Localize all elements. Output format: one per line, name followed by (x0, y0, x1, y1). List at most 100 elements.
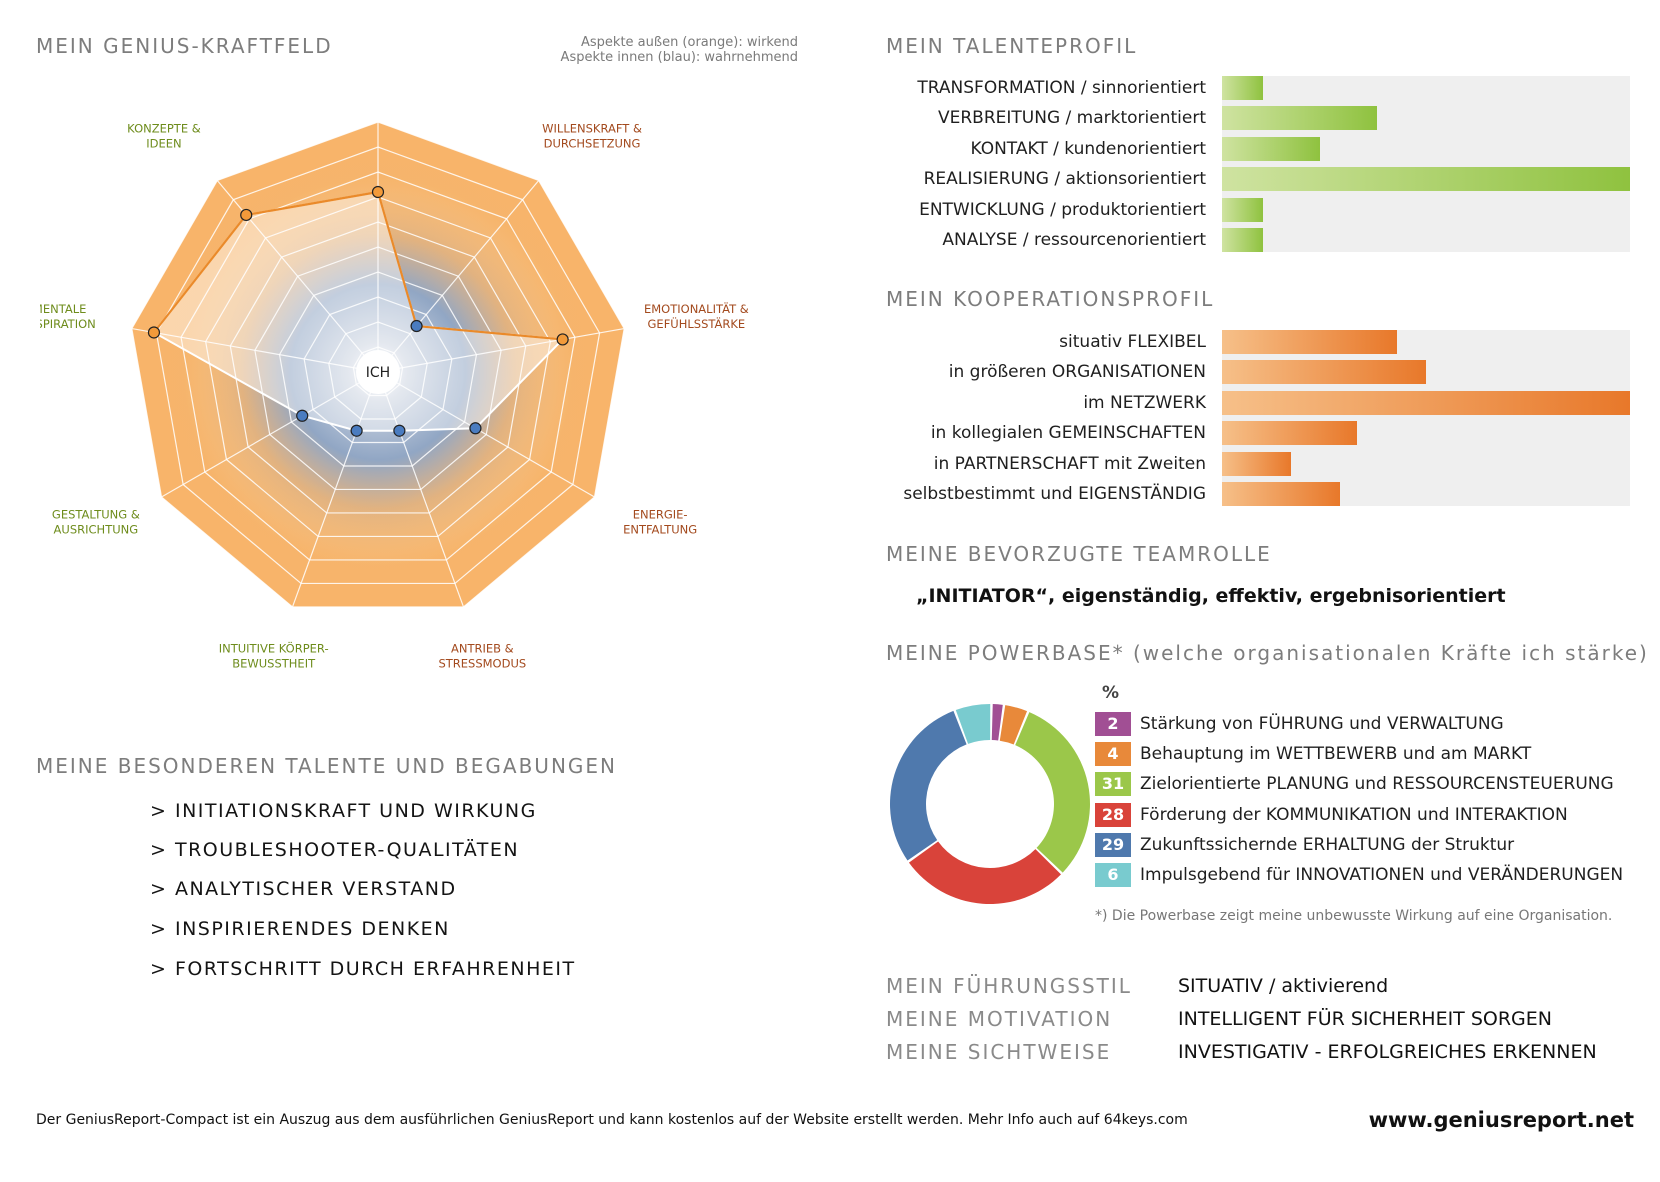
radar-spoke (377, 180, 540, 373)
donut-slice (1015, 712, 1090, 873)
radar-series-line (416, 324, 563, 341)
radar-point-blue (469, 422, 482, 435)
radar-point-blue (393, 424, 406, 437)
talentprofil-label: KONTAKT / kundenorientiert (970, 138, 1206, 159)
kooperation-bar (1222, 451, 1292, 476)
radar-point-blue (350, 424, 363, 437)
kooperation-bar (1222, 360, 1426, 385)
radar-point-blue (410, 319, 423, 333)
donut-slice (955, 704, 991, 744)
kooperation-row: in PARTNERSCHAFT mit Zweiten (870, 451, 1640, 476)
radar-center: ICH (356, 350, 400, 394)
talent-item: > TROUBLESHOOTER-QUALITÄTEN (150, 839, 520, 861)
donut-slice (999, 705, 1028, 745)
motivation-value: INTELLIGENT FÜR SICHERHEIT SORGEN (1178, 1008, 1552, 1030)
kooperation-bar (1222, 330, 1398, 354)
kooperation-label: in PARTNERSCHAFT mit Zweiten (933, 453, 1206, 474)
talentprofil-bar (1222, 136, 1320, 161)
radar-axis-label: AUSDRUCK /HANDLUNG (342, 78, 414, 79)
talentprofil-label: ANALYSE / ressourcenorientiert (942, 230, 1206, 250)
radar-chart: AUSDRUCK /HANDLUNG WILLENSKRAFT &DURCHSET… (40, 78, 749, 671)
motivation-label: MEINE MOTIVATION (886, 1007, 1113, 1031)
powerbase-legend-label: Zukunftssichernde ERHALTUNG der Struktur (1140, 834, 1515, 855)
kooperation-row: selbstbestimmt und EIGENSTÄNDIG (870, 482, 1640, 506)
kooperation-bar (1222, 482, 1341, 506)
powerbase-legend-value: 29 (1095, 832, 1131, 857)
powerbase-legend-value: 6 (1095, 863, 1131, 887)
kooperation-title: MEIN KOOPERATIONSPROFIL (886, 287, 1215, 311)
powerbase-donut-chart (890, 704, 1090, 904)
kooperation-label: in größeren ORGANISATIONEN (948, 362, 1206, 383)
radar-grid (131, 121, 625, 608)
radar-axis-label: EMOTIONALITÄT & GEFÜHLSSTÄRKE (644, 301, 749, 331)
teamrolle-title: MEINE BEVORZUGTE TEAMROLLE (886, 542, 1272, 566)
radar-grid-ring (303, 296, 453, 444)
radar-center-label: ICH (366, 365, 390, 381)
talentprofil-bar (1222, 197, 1263, 222)
powerbase-legend-label: Förderung der KOMMUNIKATION und INTERAKT… (1140, 804, 1568, 825)
powerbase-legend-value: 2 (1095, 712, 1131, 736)
talentprofil-label: ENTWICKLUNG / produktorientiert (919, 199, 1206, 220)
powerbase-legend-label: Behauptung im WETTBEWERB und am MARKT (1140, 744, 1532, 765)
radar-axis-label: MENTALEINSPIRATION (40, 302, 96, 331)
powerbase-legend-label: Impulsgebend für INNOVATIONEN und VERÄND… (1140, 865, 1624, 885)
radar-point-orange (371, 185, 385, 199)
note-outer-aspects: Aspekte außen (orange): wirkend (581, 35, 798, 50)
radar-series-line (246, 190, 379, 217)
kraftfeld-title: MEIN GENIUS-KRAFTFELD (36, 34, 333, 58)
sichtweise-label: MEINE SICHTWEISE (886, 1040, 1112, 1064)
talentprofil-row: TRANSFORMATION / sinnorientiert (870, 76, 1640, 100)
talentprofil-row: REALISIERUNG / aktionsorientiert (870, 167, 1640, 192)
donut-slice (890, 710, 967, 861)
kooperation-row: in kollegialen GEMEINSCHAFTEN (870, 421, 1640, 446)
radar-axis-label: KONZEPTE & IDEEN (127, 121, 201, 150)
kooperation-label: im NETZWERK (1083, 392, 1206, 413)
radar-axis-label: WILLENSKRAFT & DURCHSETZUNG (542, 121, 642, 150)
radar-grid-ring (205, 196, 551, 538)
kooperation-label: in kollegialen GEMEINSCHAFTEN (930, 423, 1206, 444)
footer-disclaimer: Der GeniusReport-Compact ist ein Auszug … (36, 1112, 1188, 1128)
talent-item: > FORTSCHRITT DURCH ERFAHRENHEIT (150, 958, 576, 980)
kraftfeld-note: Aspekte außen (orange): wirkend Aspekte … (500, 35, 798, 67)
powerbase-legend-value: 4 (1095, 742, 1131, 767)
radar-series-line (376, 191, 418, 327)
footer-website-link[interactable]: www.geniusreport.net (1368, 1108, 1634, 1132)
fuehrungsstil-label: MEIN FÜHRUNGSSTIL (886, 974, 1132, 998)
talentprofil-row: ANALYSE / ressourcenorientiert (870, 228, 1640, 252)
radar-grid-ring (328, 321, 428, 420)
kooperation-label: situativ FLEXIBEL (1059, 332, 1206, 352)
radar-point-orange (556, 333, 569, 346)
radar-grid-ring (155, 146, 601, 585)
radar-point-orange (240, 208, 253, 222)
radar-spoke (291, 371, 379, 608)
radar-axis-label: ANTRIEB & STRESSMODUS (438, 642, 526, 671)
talentprofil-label: REALISIERUNG / aktionsorientiert (923, 169, 1206, 190)
talentprofil-row: KONTAKT / kundenorientiert (870, 136, 1640, 161)
talentprofil-label: TRANSFORMATION / sinnorientiert (917, 78, 1206, 98)
kooperation-label: selbstbestimmt und EIGENSTÄNDIG (903, 484, 1206, 504)
donut-slice (908, 841, 1061, 904)
talentprofil-bar (1222, 76, 1263, 100)
radar-spoke (131, 327, 379, 373)
powerbase-legend-label: Stärkung von FÜHRUNG und VERWALTUNG (1140, 714, 1504, 734)
fuehrungsstil-value: SITUATIV / aktivierend (1178, 975, 1389, 997)
radar-grid-ring (229, 221, 527, 514)
kooperation-row: im NETZWERK (870, 390, 1640, 415)
radar-grid-ring (278, 271, 478, 467)
talent-item: > INSPIRIERENDES DENKEN (150, 918, 450, 940)
talentprofil-bar (1222, 106, 1378, 131)
radar-grid-ring (180, 171, 576, 561)
radar-grid-ring (352, 346, 404, 397)
note-inner-aspects: Aspekte innen (blau): wahrnehmend (560, 50, 798, 65)
radar-grid-ring (254, 246, 502, 491)
radar-axis-label: INTUITIVE KÖRPER-BEWUSSTHEIT (219, 640, 329, 671)
radar-point-orange (147, 326, 161, 339)
talentprofil-label: VERBREITUNG / marktorientiert (938, 108, 1206, 129)
kooperation-bar (1222, 421, 1357, 446)
radar-series-line (153, 214, 248, 334)
radar-spoke (377, 327, 625, 373)
radar-spoke (377, 371, 595, 498)
powerbase-footnote: *) Die Powerbase zeigt meine unbewusste … (1095, 908, 1613, 924)
powerbase-legend-label: Zielorientierte PLANUNG und RESSOURCENST… (1140, 774, 1614, 795)
talente-title: MEINE BESONDEREN TALENTE UND BEGABUNGEN (36, 754, 617, 778)
